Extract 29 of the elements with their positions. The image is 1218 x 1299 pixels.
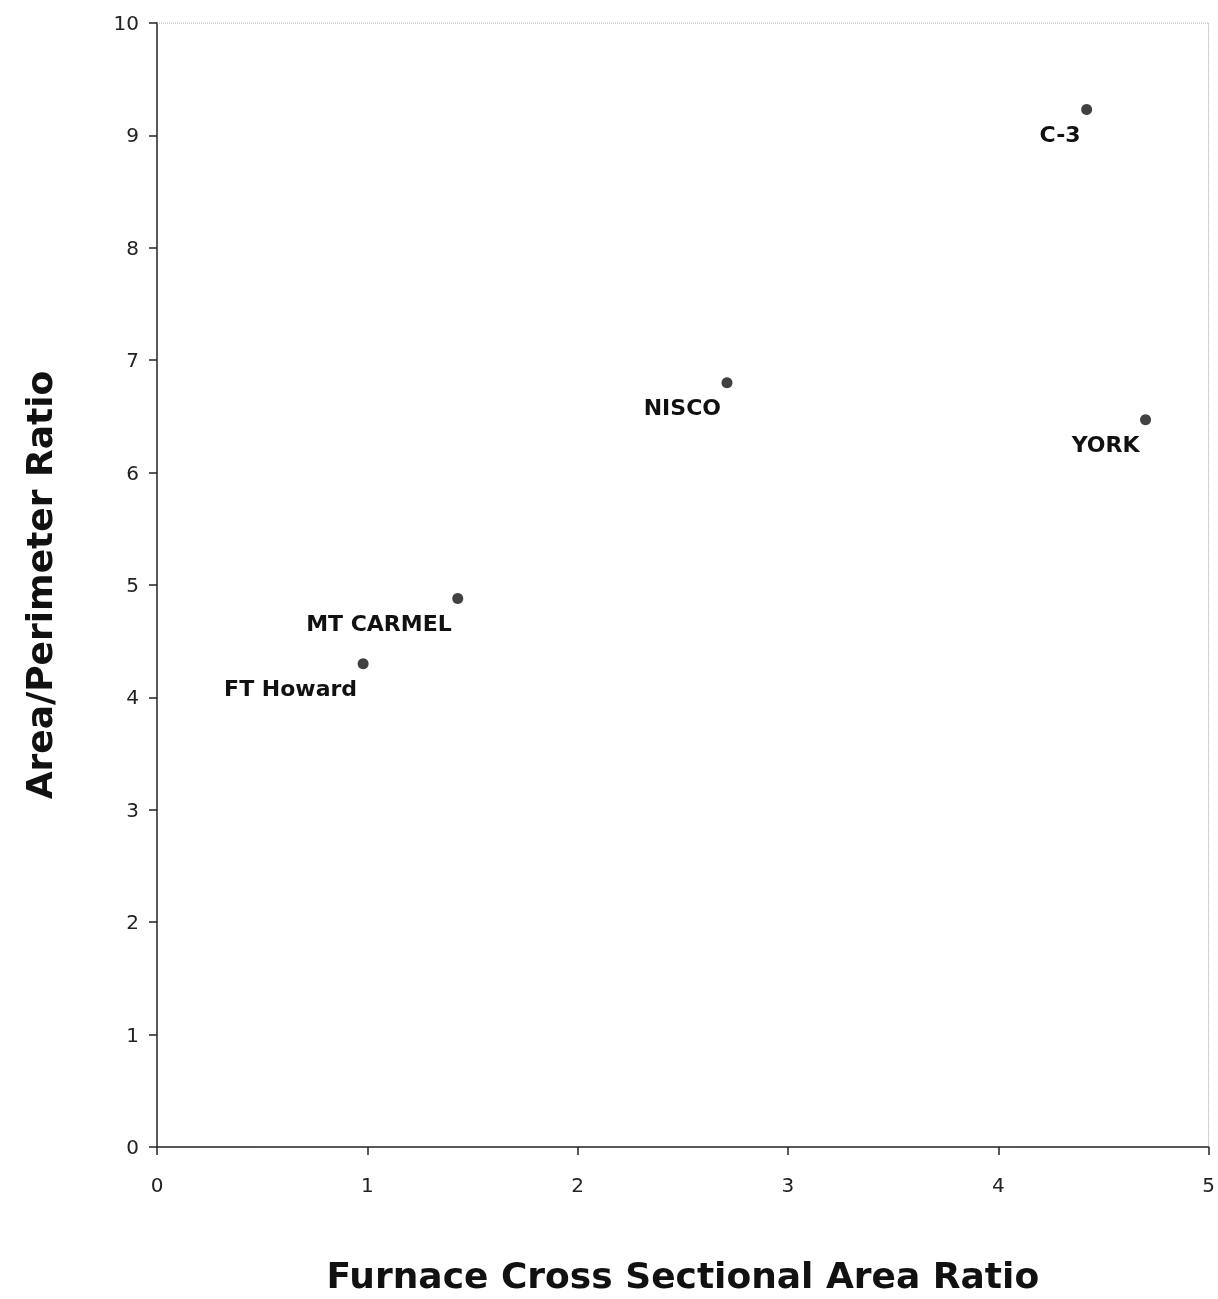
annotation: FT Howard bbox=[224, 676, 358, 702]
x-tick-label: 1 bbox=[360, 1173, 374, 1197]
y-tick-label: 3 bbox=[126, 797, 139, 822]
point bbox=[452, 592, 464, 604]
point bbox=[721, 377, 733, 389]
x-tick-label: 5 bbox=[1202, 1173, 1215, 1197]
y-tick-label: 6 bbox=[126, 460, 139, 485]
annotation: C-3 bbox=[1039, 122, 1081, 148]
point bbox=[357, 658, 369, 670]
x-tick-label: 3 bbox=[781, 1173, 795, 1197]
y-tick-label: 10 bbox=[113, 11, 139, 35]
y-tick-label: 8 bbox=[126, 235, 139, 260]
x-tick-label: 0 bbox=[150, 1173, 164, 1197]
x-axis-title: Furnace Cross Sectional Area Ratio bbox=[326, 1254, 1040, 1296]
point bbox=[1081, 104, 1093, 116]
annotation: NISCO bbox=[643, 395, 721, 421]
y-tick-label: 5 bbox=[126, 573, 139, 597]
point bbox=[1140, 414, 1152, 426]
x-tick-label: 2 bbox=[571, 1173, 585, 1197]
annotation: YORK bbox=[1070, 432, 1141, 458]
y-tick-label: 1 bbox=[126, 1022, 139, 1047]
y-tick-label: 9 bbox=[126, 123, 139, 148]
annotation: MT CARMEL bbox=[306, 610, 452, 636]
y-tick-label: 0 bbox=[126, 1135, 139, 1159]
y-tick-label: 2 bbox=[126, 910, 139, 935]
y-tick-label: 7 bbox=[126, 348, 139, 373]
y-tick-label: 4 bbox=[126, 685, 139, 710]
x-tick-label: 4 bbox=[991, 1173, 1005, 1197]
y-axis-title: Area/Perimeter Ratio bbox=[18, 370, 60, 800]
